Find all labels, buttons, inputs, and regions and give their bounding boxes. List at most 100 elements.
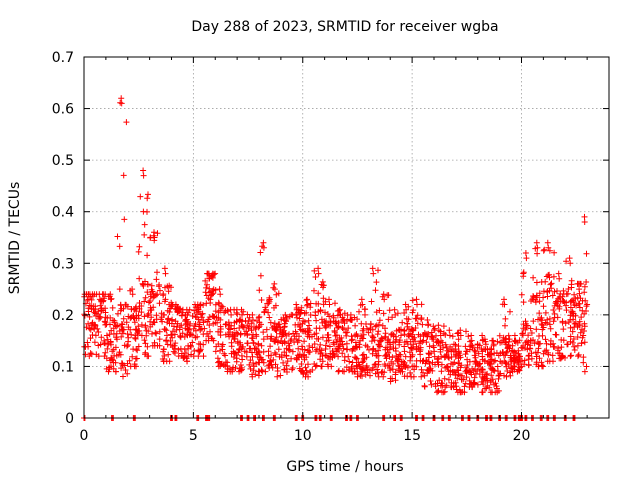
data-point: [333, 332, 340, 339]
y-tick-label: 0.6: [52, 102, 74, 118]
data-point: [441, 375, 448, 382]
data-point: [200, 353, 207, 360]
data-point-peak: [457, 327, 464, 334]
data-point: [153, 312, 160, 319]
data-point: [269, 324, 276, 331]
data-point: [552, 331, 559, 338]
data-point: [349, 347, 356, 354]
data-point: [339, 350, 346, 357]
data-point: [298, 361, 305, 367]
data-point: [521, 357, 528, 364]
data-point: [179, 330, 186, 337]
data-point: [538, 321, 545, 327]
data-point: [571, 343, 578, 350]
data-point: [452, 379, 459, 386]
data-point-peak: [392, 311, 399, 318]
data-point-peak: [129, 291, 136, 298]
data-point: [449, 361, 456, 368]
data-point: [360, 335, 367, 342]
data-point: [470, 367, 477, 374]
data-point: [403, 338, 410, 345]
data-point: [212, 308, 219, 315]
data-point: [150, 304, 157, 311]
data-point: [331, 352, 338, 359]
data-point: [475, 362, 482, 369]
data-point: [389, 330, 396, 337]
data-point: [472, 354, 479, 361]
data-point: [250, 367, 257, 374]
data-point: [479, 389, 486, 396]
data-point: [172, 318, 179, 325]
data-point: [289, 312, 296, 319]
data-point: [144, 208, 150, 215]
data-point: [288, 355, 295, 362]
data-point: [135, 248, 142, 255]
data-point: [479, 366, 486, 373]
data-point: [237, 339, 243, 346]
data-point: [497, 370, 504, 377]
data-point: [546, 271, 553, 278]
data-point: [260, 336, 267, 343]
data-point-peak: [575, 280, 582, 287]
data-point: [256, 368, 263, 375]
data-point-peak: [402, 301, 409, 308]
data-point: [551, 310, 558, 317]
data-point: [467, 369, 474, 376]
data-point: [184, 358, 191, 365]
data-point: [539, 332, 546, 339]
data-point: [533, 361, 540, 368]
data-point: [145, 191, 151, 198]
data-point: [493, 383, 500, 390]
data-point: [207, 296, 214, 303]
data-point: [96, 313, 103, 320]
data-point: [555, 345, 562, 352]
data-point: [171, 342, 178, 349]
data-point: [358, 320, 365, 327]
data-point: [546, 315, 553, 322]
data-point: [134, 331, 141, 338]
data-point: [256, 319, 263, 326]
data-point-peak: [304, 301, 311, 308]
data-point: [132, 326, 139, 333]
data-point: [398, 332, 404, 339]
data-point: [544, 293, 551, 300]
data-point: [410, 327, 417, 334]
data-point: [423, 339, 430, 346]
data-point: [362, 371, 369, 378]
data-point: [544, 320, 550, 327]
data-point: [93, 313, 99, 319]
data-point: [147, 323, 154, 330]
data-point: [266, 314, 273, 321]
data-point: [554, 288, 560, 294]
data-point: [303, 297, 310, 304]
data-point: [582, 297, 589, 304]
data-point: [181, 346, 188, 353]
data-point-peak: [107, 291, 114, 298]
data-point: [306, 327, 313, 334]
data-point: [108, 341, 114, 348]
data-point: [283, 353, 290, 359]
data-point: [95, 308, 102, 315]
data-point: [274, 339, 281, 346]
data-point: [547, 325, 554, 332]
data-point: [87, 326, 94, 333]
data-point: [395, 356, 402, 363]
data-point: [323, 323, 330, 330]
data-point: [471, 374, 478, 381]
data-point: [379, 322, 386, 329]
data-point: [551, 249, 558, 256]
data-point: [388, 331, 395, 338]
data-point: [95, 329, 102, 335]
data-point: [536, 355, 543, 362]
data-point: [525, 332, 532, 339]
data-point: [81, 312, 88, 319]
data-point: [497, 350, 504, 357]
data-point: [571, 291, 578, 298]
data-point: [156, 336, 163, 343]
data-point: [335, 353, 342, 360]
data-point: [392, 369, 399, 376]
data-point: [520, 330, 526, 337]
data-point: [312, 274, 319, 280]
data-point: [212, 301, 219, 308]
data-point: [272, 302, 279, 309]
